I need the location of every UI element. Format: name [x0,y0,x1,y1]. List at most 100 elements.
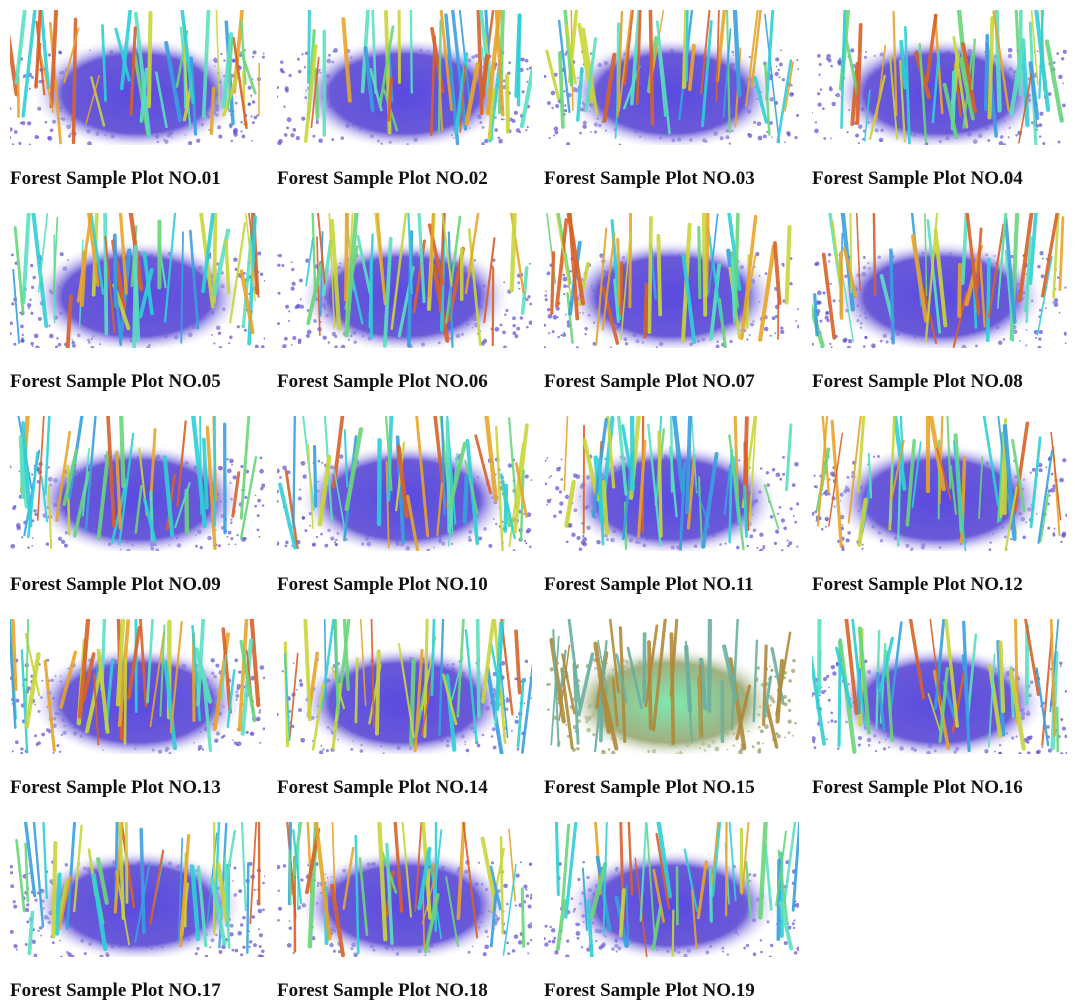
point [796,59,798,61]
point [514,934,519,939]
point [304,529,307,532]
point [777,532,779,534]
point [236,534,238,536]
panel: Forest Sample Plot NO.01 [10,10,272,210]
point [259,933,263,937]
point [518,940,523,945]
stem [645,285,647,337]
point [12,506,16,510]
point [525,889,527,891]
stem [200,416,201,514]
point [561,458,563,460]
point [502,331,506,335]
point [294,306,297,309]
point [237,325,240,328]
point [752,745,755,748]
point [788,699,792,703]
point [784,736,786,738]
point [1059,312,1061,314]
point [839,58,841,60]
point [50,128,54,132]
point [545,460,547,462]
point [477,744,480,747]
point [546,683,549,686]
point [846,131,848,133]
point [819,63,822,66]
point [565,314,567,316]
point [830,712,833,715]
stem [649,218,651,332]
point [551,107,553,109]
stem [507,76,508,132]
point [526,894,529,897]
point [762,743,764,745]
caption: Forest Sample Plot NO.15 [544,777,755,799]
point [31,76,34,79]
point [299,679,302,682]
point [1062,82,1064,84]
stem [874,213,875,295]
point-cloud-image [544,213,799,348]
point [527,942,530,945]
point [512,949,515,952]
caption: Forest Sample Plot NO.16 [812,777,1023,799]
point [791,669,795,673]
point [527,924,532,929]
point [1037,265,1041,269]
point [1026,741,1029,744]
point [296,136,300,140]
point [14,130,18,134]
point-cloud-image [10,822,265,957]
point-cloud-image [812,10,1067,145]
point [278,907,282,911]
point [284,133,288,137]
point [240,121,242,123]
point [814,129,819,134]
point [763,134,767,138]
point [559,501,563,505]
point [581,540,586,545]
point [547,499,551,503]
point [255,495,257,497]
point [1062,727,1066,731]
point [260,487,263,490]
point [318,139,322,143]
stem [687,10,688,80]
point [56,744,59,747]
point [770,335,772,337]
point [772,468,775,471]
panel: Forest Sample Plot NO.02 [277,10,539,210]
point [792,735,794,737]
point [782,78,785,81]
point [58,343,62,347]
point [250,115,252,117]
point [819,694,821,696]
point-cloud-image [812,619,1067,754]
point [28,872,30,874]
point [576,747,579,750]
point [814,263,817,266]
point [747,545,749,547]
point [20,122,23,125]
point [787,133,790,136]
point [1047,527,1050,530]
point [288,310,290,312]
point [792,659,796,663]
point [552,330,555,333]
point [547,271,551,275]
point [514,720,518,724]
point [764,327,769,332]
point [21,337,23,339]
stem [501,837,503,933]
point [842,524,844,526]
panel: Forest Sample Plot NO.07 [544,213,806,413]
point [228,531,232,535]
point [544,294,547,297]
point [789,282,792,285]
point [48,136,53,141]
point [757,741,761,745]
stem [621,263,622,314]
panel: Forest Sample Plot NO.19 [544,822,806,1007]
point [1062,458,1066,462]
point [38,930,40,932]
